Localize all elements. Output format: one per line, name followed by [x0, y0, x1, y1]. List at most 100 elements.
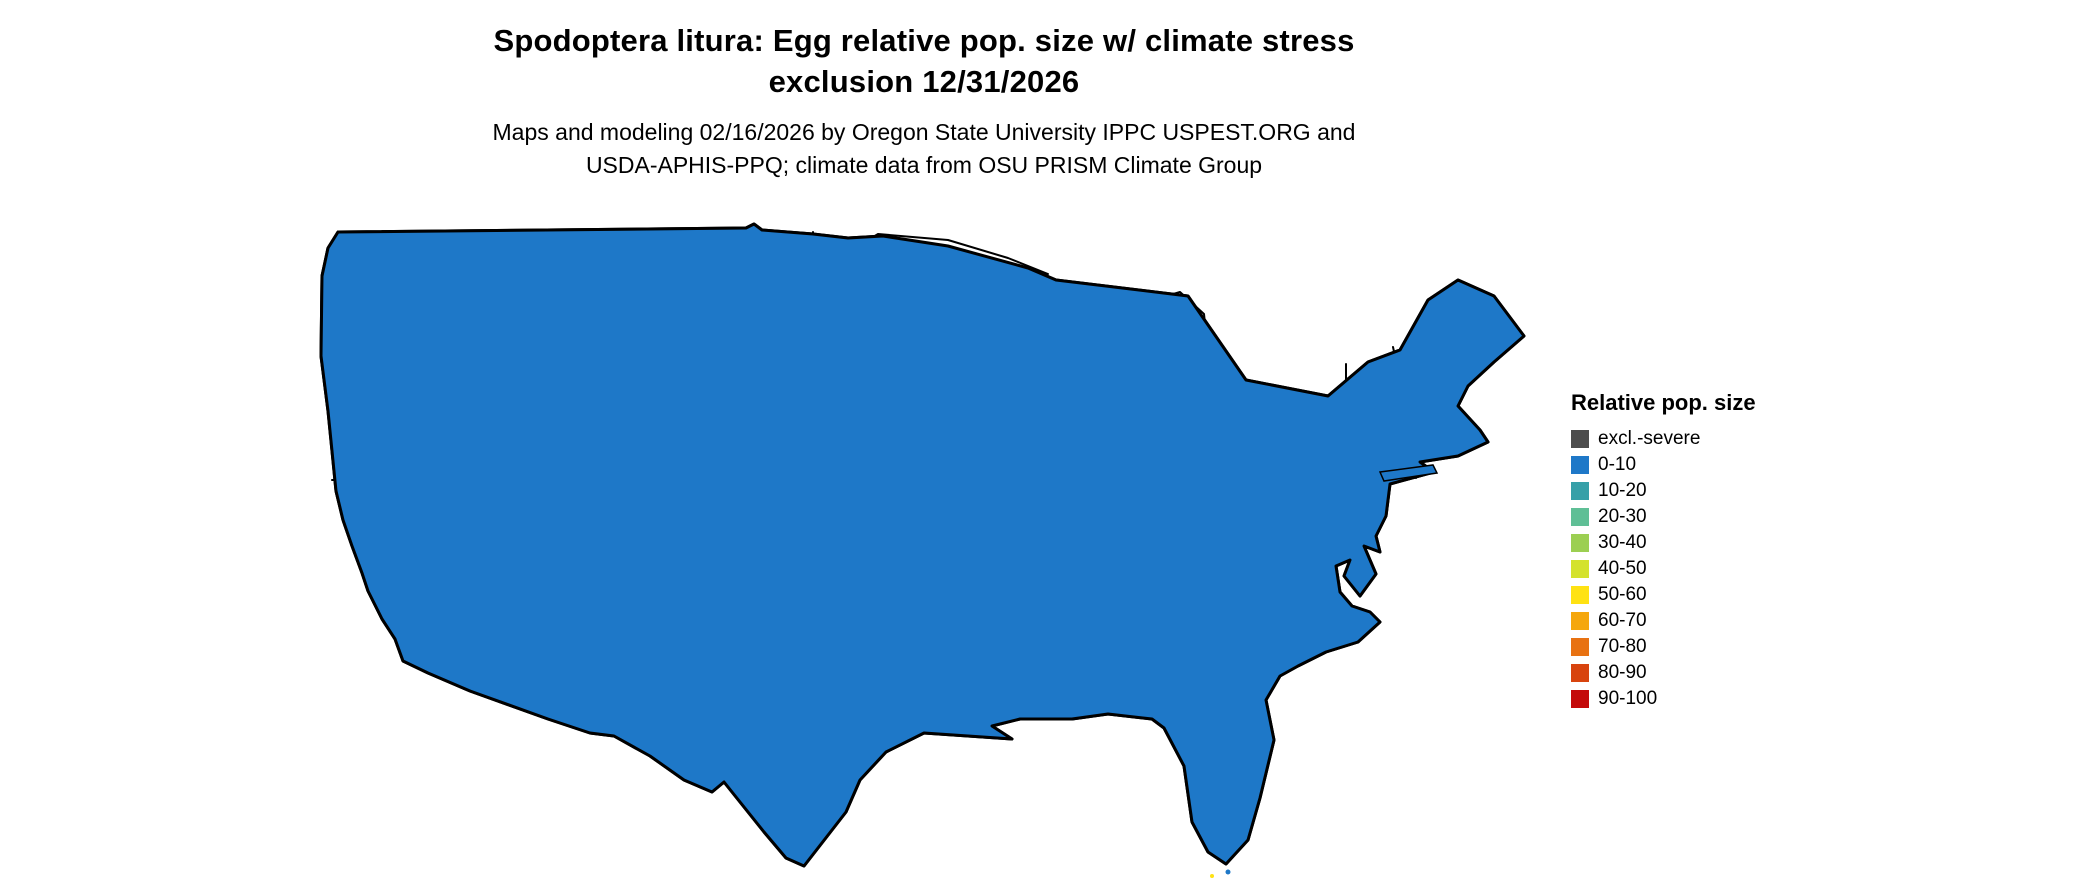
legend-swatch	[1571, 690, 1589, 708]
legend-item: 90-100	[1571, 688, 1831, 709]
speckle-dot	[401, 668, 404, 671]
legend-swatch	[1571, 638, 1589, 656]
speckle-dot	[1076, 723, 1079, 726]
speckle-dot	[847, 812, 852, 817]
speckle-dot	[427, 676, 431, 680]
legend-label: excl.-severe	[1598, 428, 1701, 449]
speckle-dot	[383, 663, 387, 667]
legend-label: 0-10	[1598, 454, 1637, 475]
speckle-dot	[1021, 725, 1026, 729]
speckle-dot	[394, 666, 399, 671]
legend-swatch	[1571, 534, 1589, 552]
legend-label: 30-40	[1598, 532, 1647, 553]
map-subtitle-line2: USDA-APHIS-PPQ; climate data from OSU PR…	[585, 152, 1263, 178]
legend-swatch	[1571, 612, 1589, 630]
speckle-dot	[405, 671, 407, 674]
speckle-dot	[353, 574, 357, 577]
speckle-dot	[359, 619, 363, 623]
speckle-dot	[373, 614, 377, 618]
speckle-dot	[342, 617, 347, 622]
speckle-dot	[386, 642, 388, 645]
florida-keys-dot	[1225, 869, 1231, 875]
national-outline	[319, 222, 1526, 868]
speckle-dot	[350, 597, 353, 601]
legend-item: 10-20	[1571, 480, 1831, 501]
speckle-dot	[1062, 724, 1065, 727]
speckle-dot	[424, 676, 427, 679]
speckle-dot	[1465, 404, 1468, 408]
speckle-dot	[357, 587, 362, 592]
legend-label: 10-20	[1598, 480, 1647, 501]
speckle-dot	[1074, 728, 1078, 732]
speckle-dot	[366, 643, 371, 648]
speckle-dot	[384, 642, 389, 647]
speckle-dot	[342, 563, 347, 568]
speckle-dot	[1077, 726, 1081, 730]
legend-item: excl.-severe	[1571, 428, 1831, 449]
speckle-dot	[401, 664, 405, 668]
speckle-dot	[1063, 721, 1068, 725]
map-title-line1: Spodoptera litura: Egg relative pop. siz…	[493, 23, 1355, 58]
speckle-dot	[1487, 395, 1491, 399]
speckle-dot	[351, 604, 355, 609]
speckle-dot	[348, 612, 352, 615]
speckle-dot	[1474, 388, 1477, 391]
speckle-dot	[1012, 723, 1016, 727]
speckle-dot	[368, 635, 373, 640]
speckle-dot	[366, 623, 370, 627]
speckle-dot	[1009, 726, 1012, 729]
speckle-dot	[1344, 585, 1349, 590]
speckle-dot	[381, 646, 386, 652]
speckle-dot	[333, 560, 336, 563]
legend-label: 90-100	[1598, 688, 1658, 709]
speckle-dot	[388, 652, 392, 656]
speckle-dot	[414, 677, 417, 680]
speckle-dot	[352, 581, 357, 586]
speckle-dot	[1187, 826, 1192, 831]
speckle-dot	[350, 606, 353, 609]
speckle-dot	[381, 659, 385, 663]
speckle-dot	[1027, 721, 1032, 726]
legend-item: 0-10	[1571, 454, 1831, 475]
speckle-dot	[1088, 719, 1094, 725]
florida-keys-dot	[1210, 874, 1214, 878]
map-subtitle: Maps and modeling 02/16/2026 by Oregon S…	[300, 116, 1548, 182]
speckle-dot	[1097, 722, 1100, 726]
speckle-dot	[380, 642, 385, 646]
legend-label: 20-30	[1598, 506, 1647, 527]
speckle-dot	[368, 641, 372, 645]
legend-swatch	[1571, 560, 1589, 578]
legend-item: 80-90	[1571, 663, 1831, 682]
speckle-dot	[384, 639, 387, 642]
speckle-dot	[1107, 722, 1110, 725]
speckle-dot	[1470, 395, 1473, 398]
speckle-dot	[1068, 724, 1074, 729]
speckle-dot	[406, 675, 409, 678]
legend-label: 60-70	[1598, 610, 1647, 631]
speckle-dot	[341, 532, 344, 535]
speckle-dot	[340, 537, 344, 541]
speckle-dot	[362, 634, 367, 639]
speckle-dot	[349, 630, 353, 634]
speckle-dot	[342, 539, 346, 544]
legend-item: 50-60	[1571, 585, 1831, 604]
legend-swatch	[1571, 664, 1589, 682]
speckle-dot	[367, 629, 371, 632]
speckle-dot	[335, 509, 338, 512]
speckle-dot	[1472, 396, 1475, 399]
speckle-dot	[355, 638, 359, 642]
speckle-dot	[1060, 724, 1063, 728]
speckle-dot	[335, 528, 339, 532]
legend-item: 70-80	[1571, 637, 1831, 656]
map-legend: Relative pop. size excl.-severe 0-10 10-20…	[1571, 390, 1831, 716]
legend-item: 40-50	[1571, 559, 1831, 578]
speckle-dot	[360, 632, 362, 635]
map-title-line2: exclusion 12/31/2026	[768, 64, 1080, 99]
speckle-dot	[343, 617, 347, 620]
speckle-dot	[1036, 725, 1041, 730]
speckle-dot	[845, 815, 849, 819]
speckle-dot	[350, 620, 353, 624]
speckle-dot	[414, 675, 418, 678]
speckle-dot	[337, 528, 341, 532]
